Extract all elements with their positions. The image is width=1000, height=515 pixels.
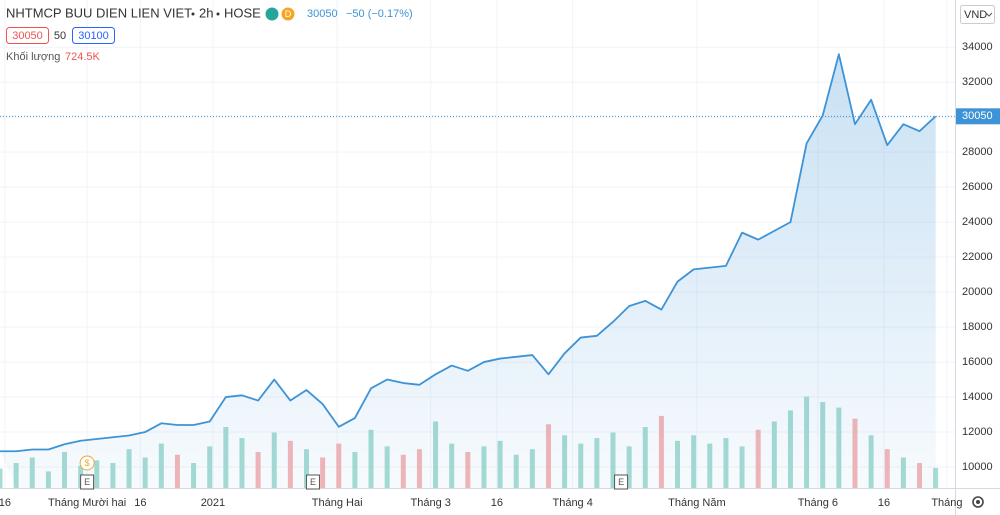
x-tick-label: Tháng Mười hai [48, 497, 126, 509]
x-tick-label: Tháng 6 [798, 497, 838, 509]
separator [191, 12, 195, 16]
price-line [0, 53, 937, 453]
event-label[interactable]: E [618, 477, 624, 487]
last-price-label: 30050 [962, 110, 993, 122]
ask-box[interactable] [72, 27, 115, 44]
price-layer [0, 53, 955, 488]
y-tick-label: 16000 [962, 356, 993, 368]
x-tick-label: Tháng [931, 497, 962, 509]
y-tick-label: 14000 [962, 391, 993, 403]
x-tick-label: 16 [0, 497, 11, 509]
volume-title: Khối lượng [6, 51, 60, 63]
x-tick-label: 16 [878, 497, 890, 509]
x-tick-label: Tháng Năm [668, 497, 725, 509]
bid-box[interactable] [6, 27, 49, 44]
y-tick-label: 20000 [962, 286, 993, 298]
event-label[interactable]: E [310, 477, 316, 487]
exchange: HOSE [224, 5, 261, 20]
area-fill [0, 54, 936, 488]
y-tick-label: 34000 [962, 41, 993, 53]
price-change: −50 (−0.17%) [346, 8, 413, 20]
x-tick-label: Tháng 4 [552, 497, 592, 509]
separator [216, 12, 220, 16]
x-tick-label: 16 [491, 497, 503, 509]
x-tick-label: 2021 [201, 497, 225, 509]
event-label[interactable]: $ [85, 458, 90, 468]
x-tick-label: Tháng 3 [411, 497, 451, 509]
y-tick-label: 24000 [962, 216, 993, 228]
last-price-tag [956, 108, 1000, 125]
event-icon [305, 474, 320, 490]
interval: 2h [199, 5, 213, 20]
event-icon [79, 455, 95, 471]
x-tick-label: 16 [134, 497, 146, 509]
y-tick-label: 26000 [962, 181, 993, 193]
currency-button[interactable] [960, 5, 995, 24]
market-status-icon[interactable] [265, 7, 279, 21]
y-tick-label: 12000 [962, 426, 993, 438]
spread: 50 [54, 30, 66, 42]
settings-icon[interactable] [972, 496, 984, 508]
gear-center [976, 500, 980, 504]
event-label[interactable]: E [84, 477, 90, 487]
gear [972, 496, 984, 508]
ask: 30100 [78, 30, 109, 42]
y-tick-label: 32000 [962, 76, 993, 88]
currency: VND [964, 9, 987, 21]
volume-bar [0, 468, 3, 488]
y-tick-label: 18000 [962, 321, 993, 333]
volume-value: 724.5K [65, 51, 101, 63]
symbol-name: NHTMCP BUU DIEN LIEN VIET [6, 5, 192, 20]
y-tick-label: 28000 [962, 146, 993, 158]
axes: 10000 12000 14000 16000 18000 20000 22000 24000… [0, 41, 1000, 509]
last-price: 30050 [307, 8, 338, 20]
y-tick-label: 10000 [962, 461, 993, 473]
event-icon [614, 474, 629, 490]
event-icon [80, 474, 95, 490]
badge-icon[interactable] [281, 7, 295, 21]
y-tick-label: 22000 [962, 251, 993, 263]
bid: 30050 [12, 30, 43, 42]
x-tick-label: Tháng Hai [312, 497, 363, 509]
dropdown-arrow [985, 12, 993, 17]
badge: D [285, 9, 292, 19]
